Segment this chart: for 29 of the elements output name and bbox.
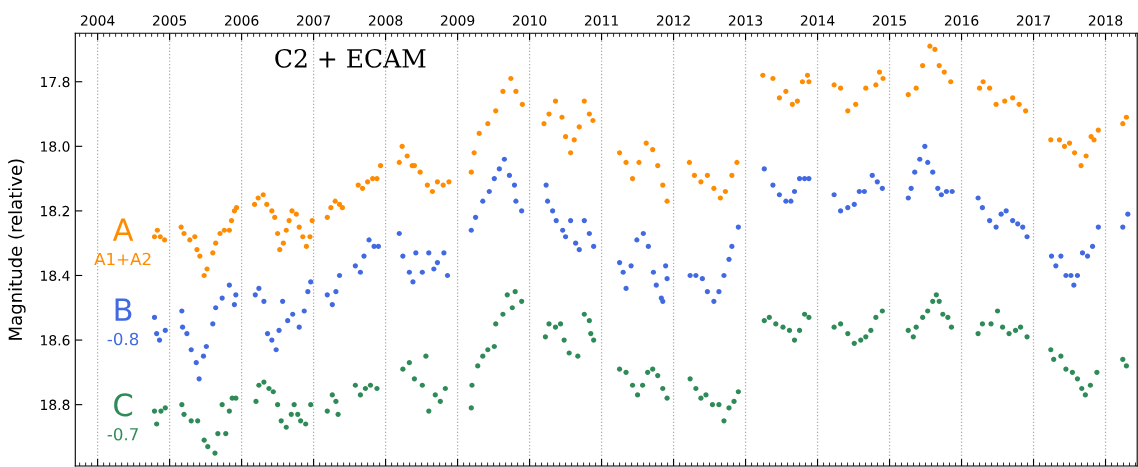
x-tick-label: 2008 xyxy=(368,15,403,26)
x-tick-label: 2016 xyxy=(944,15,979,26)
x-tick-label: 2005 xyxy=(152,15,187,26)
x-tick-label: 2006 xyxy=(224,15,259,26)
y-tick-label: 18.4 xyxy=(41,270,70,281)
x-tick-label: 2007 xyxy=(296,15,331,26)
y-tick-label: 18.0 xyxy=(41,141,70,152)
x-tick-label: 2009 xyxy=(440,15,475,26)
annotation: -0.8 xyxy=(107,332,139,346)
annotation: -0.7 xyxy=(107,427,138,441)
x-tick-label: 2014 xyxy=(800,15,835,26)
x-tick-label: 2018 xyxy=(1088,15,1123,26)
series-label: C xyxy=(114,393,133,417)
series-label: A xyxy=(112,218,134,241)
y-tick-label: 18.8 xyxy=(41,399,70,411)
y-tick-label: 17.8 xyxy=(41,76,70,88)
y-tick-label: 18.2 xyxy=(41,205,70,217)
y-tick-label: 18.6 xyxy=(41,335,70,346)
x-tick-label: 2011 xyxy=(584,15,618,26)
x-tick-label: 2004 xyxy=(80,15,115,26)
x-tick-label: 2010 xyxy=(512,15,547,26)
y-axis-title: Magnitude (relative) xyxy=(8,159,26,340)
annotation: A1+A2 xyxy=(94,252,151,266)
text: C2 + ECAM xyxy=(275,48,426,68)
x-tick-label: 2017 xyxy=(1016,15,1051,26)
x-tick-label: 2012 xyxy=(656,15,690,26)
x-tick-label: 2015 xyxy=(872,15,906,26)
series-label: B xyxy=(115,298,132,321)
x-tick-label: 2013 xyxy=(728,15,763,26)
